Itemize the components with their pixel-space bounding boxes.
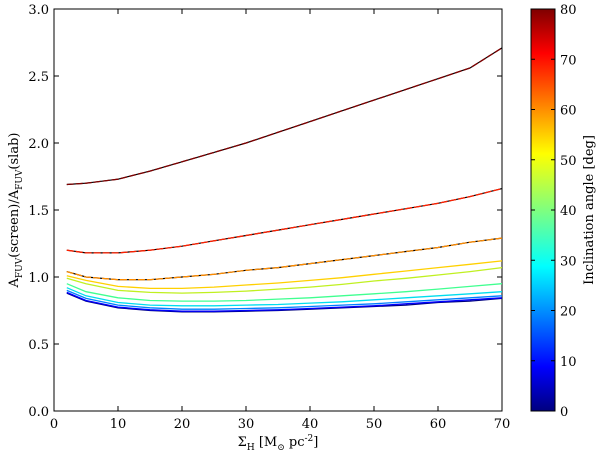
x-tick-label: 40 [302, 417, 319, 432]
y-tick-label: 0.5 [28, 338, 49, 353]
colorbar-label: Inclination angle [deg] [582, 135, 597, 285]
y-axis-label: AFUV(screen)/AFUV(slab) [7, 133, 25, 289]
plot-area: 0 10 20 30 40 50 60 70 0.0 0.5 1.0 1.5 2.0 2.5 3.0 [28, 3, 510, 432]
x-tick-label: 0 [50, 417, 58, 432]
series-line-9-outline [66, 47, 503, 186]
series-line-1 [66, 291, 503, 312]
x-tick-label: 60 [430, 417, 447, 432]
series-line-8 [66, 187, 503, 254]
series-layer [66, 47, 503, 313]
y-tick-label: 2.5 [28, 70, 49, 85]
colorbar-tick-label: 50 [560, 154, 577, 169]
colorbar: 0 10 20 30 40 50 60 70 80 Inclination angle [deg… [530, 3, 597, 420]
series-line-7-outline [66, 237, 503, 281]
colorbar-tick-label: 10 [560, 355, 577, 370]
x-tick-label: 10 [110, 417, 127, 432]
colorbar-tick-label: 40 [560, 204, 577, 219]
series-line-4 [66, 283, 503, 302]
series-line-7 [66, 237, 503, 281]
plot-frame [53, 8, 503, 412]
colorbar-tick-label: 0 [560, 405, 568, 420]
series-line-9 [66, 47, 503, 186]
x-ticks: 0 10 20 30 40 50 60 70 [50, 9, 510, 432]
x-tick-label: 30 [238, 417, 255, 432]
series-line-5 [66, 266, 503, 294]
colorbar-tick-label: 30 [560, 254, 577, 269]
colorbar-tick-label: 70 [560, 53, 577, 68]
x-tick-label: 50 [366, 417, 383, 432]
series-line-0 [66, 292, 503, 313]
y-tick-label: 3.0 [28, 3, 49, 18]
y-tick-label: 1.0 [28, 271, 49, 286]
x-tick-label: 20 [174, 417, 191, 432]
colorbar-tick-label: 60 [560, 104, 577, 119]
colorbar-ticks: 0 10 20 30 40 50 60 70 80 [531, 3, 577, 420]
series-line-3 [66, 287, 503, 307]
y-tick-label: 0.0 [28, 405, 49, 420]
y-tick-label: 1.5 [28, 204, 49, 219]
series-line-8-outline [66, 188, 503, 254]
series-line-2 [66, 289, 503, 310]
colorbar-tick-label: 80 [560, 3, 577, 18]
y-tick-label: 2.0 [28, 137, 49, 152]
x-tick-label: 70 [494, 417, 511, 432]
colorbar-tick-label: 20 [560, 305, 577, 320]
y-ticks: 0.0 0.5 1.0 1.5 2.0 2.5 3.0 [28, 3, 502, 420]
series-line-6 [66, 260, 503, 290]
x-axis-label: ΣH [M⊙ pc-2] [238, 434, 319, 453]
